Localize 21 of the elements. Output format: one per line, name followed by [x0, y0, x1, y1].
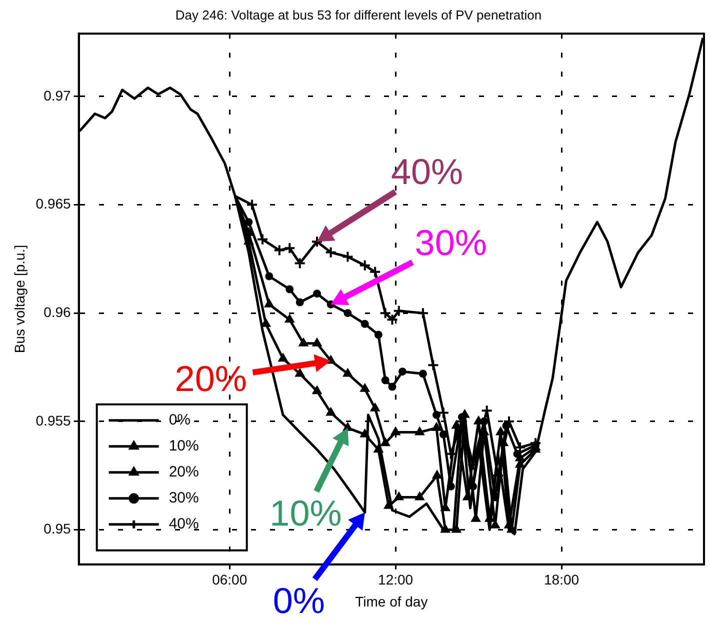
y-tick-label: 0.965	[36, 196, 72, 212]
legend-label: 0%	[168, 412, 191, 429]
y-tick-label: 0.96	[44, 304, 72, 320]
chart-title: Day 246: Voltage at bus 53 for different levels of PV penetration	[175, 7, 542, 22]
annotation: 30%	[414, 222, 487, 263]
y-tick-label: 0.95	[44, 520, 72, 537]
legend-label: 20%	[168, 464, 199, 481]
legend-label: 10%	[168, 438, 199, 455]
annotation: 0%	[272, 580, 325, 619]
y-tick-label: 0.955	[36, 412, 72, 428]
legend-label: 30%	[168, 490, 199, 507]
x-tick-label: 18:00	[544, 572, 580, 588]
y-axis-title: Bus voltage [p.u.]	[11, 244, 28, 354]
x-axis-title: Time of day	[355, 593, 428, 610]
annotation: 10%	[270, 492, 342, 534]
x-tick-label: 12:00	[378, 572, 414, 588]
legend-label: 40%	[168, 516, 199, 533]
annotation: 20%	[174, 358, 247, 400]
x-tick-label: 06:00	[212, 572, 248, 588]
annotation: 40%	[390, 151, 464, 192]
y-tick-label: 0.97	[44, 87, 72, 104]
